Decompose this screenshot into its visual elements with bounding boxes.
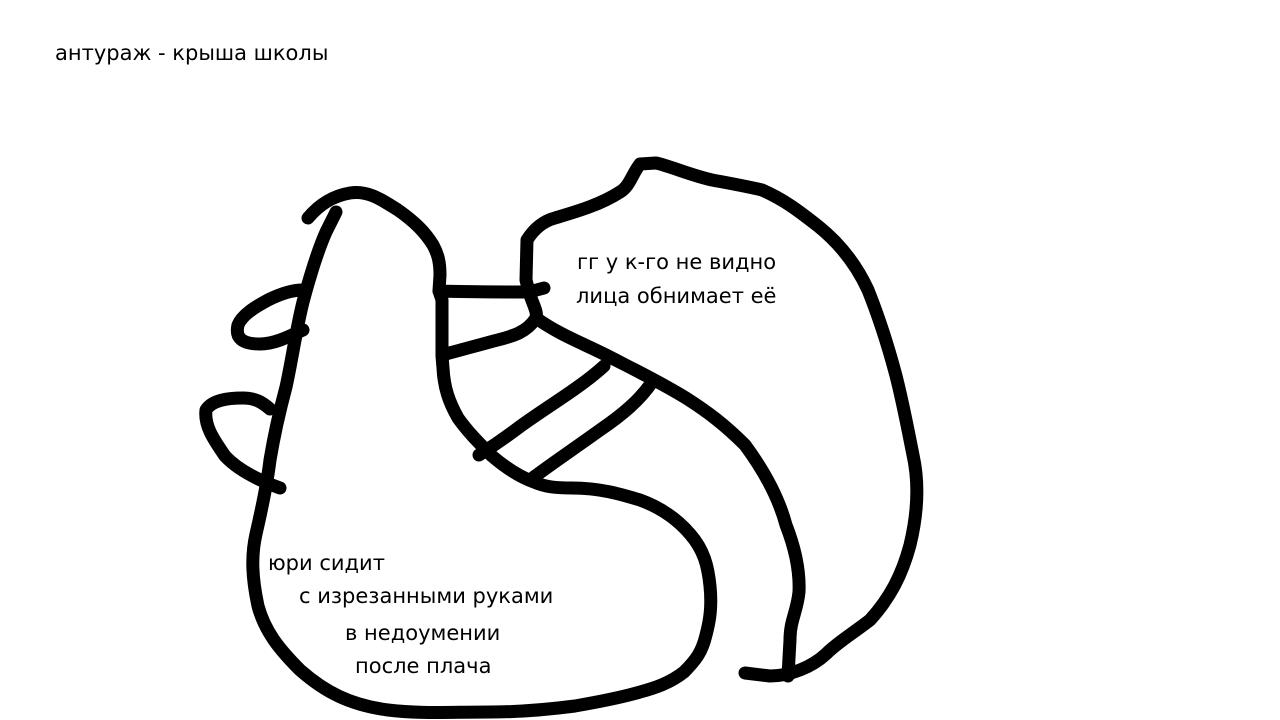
yuri-note-line-1: юри сидит (268, 551, 385, 575)
hugger-hand (439, 285, 543, 361)
hugger-arm-outline (529, 311, 806, 683)
scene-title: антураж - крыша школы (55, 41, 329, 65)
yuri-arm-line (432, 284, 536, 299)
yuri-note-line-3: в недоумении (345, 621, 501, 645)
yuri-body-outline (246, 185, 718, 719)
hugger-note-line-2: лица обнимает её (576, 284, 777, 308)
yuri-figure (199, 185, 718, 719)
yuri-upper-hand (230, 283, 310, 351)
yuri-note-line-4: после плача (355, 654, 492, 678)
yuri-lower-hand (199, 391, 287, 495)
hugger-note-line-1: гг у к-го не видно (577, 250, 777, 274)
hugger-sleeve-stripe-lower (527, 375, 659, 484)
hugger-body-outline (519, 156, 924, 683)
yuri-note-line-2: с изрезанными руками (299, 584, 554, 608)
